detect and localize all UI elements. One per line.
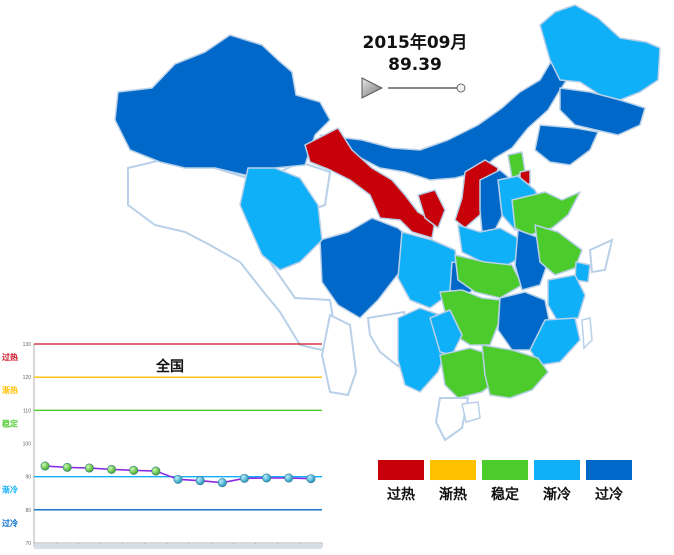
region-xinjiang	[114, 34, 331, 186]
zone-label: 过冷	[2, 518, 18, 528]
region-jilin	[559, 87, 646, 136]
data-point	[129, 465, 139, 475]
data-point	[151, 466, 161, 476]
region-tibet	[239, 167, 323, 271]
data-point	[306, 474, 316, 484]
data-point	[173, 474, 183, 484]
region-hubei	[454, 254, 523, 299]
legend-label-hot: 过热	[387, 487, 415, 503]
region-liaoning	[534, 124, 599, 166]
timeline-player[interactable]	[360, 76, 472, 100]
y-tick-label: 130	[23, 342, 32, 348]
region-ningxia	[417, 189, 446, 229]
data-point	[284, 473, 294, 483]
region-heilongjiang	[539, 4, 661, 101]
legend-swatch-warm	[430, 460, 476, 480]
legend-swatch-cold	[586, 460, 632, 480]
region-zhejiang	[547, 274, 586, 323]
province-regions	[114, 4, 661, 399]
y-tick-label: 110	[23, 408, 31, 414]
data-point	[195, 476, 205, 486]
legend-label-cool: 渐冷	[543, 487, 571, 503]
zone-label: 过热	[2, 352, 18, 362]
data-point	[217, 478, 227, 488]
region-guizhou	[429, 309, 463, 356]
region-fujian	[529, 317, 581, 366]
date-text: 2015年09月	[362, 33, 468, 53]
region-shanghai	[574, 261, 591, 283]
data-point	[239, 473, 249, 483]
legend-label-stable: 稳定	[491, 487, 519, 503]
legend-label-warm: 渐热	[439, 487, 467, 503]
island-outlines	[461, 317, 593, 423]
date-label: 2015年09月 89.39	[360, 32, 470, 76]
timeline-handle[interactable]	[456, 83, 466, 93]
zone-label: 稳定	[2, 418, 18, 428]
y-tick-label: 80	[25, 508, 31, 514]
data-point	[262, 473, 272, 483]
legend-swatch-stable	[482, 460, 528, 480]
data-point	[40, 461, 50, 471]
chart-title: 全国	[156, 359, 184, 375]
legend-swatch-hot	[378, 460, 424, 480]
y-tick-label: 100	[23, 442, 32, 448]
zone-label: 渐热	[2, 385, 18, 395]
legend: 过热 渐热 稳定 渐冷 过冷	[378, 460, 638, 510]
index-value: 89.39	[388, 55, 442, 75]
region-guangdong	[481, 344, 549, 399]
data-point	[107, 464, 117, 474]
y-tick-label: 90	[25, 475, 31, 481]
y-tick-label: 70	[25, 541, 31, 547]
legend-label-cold: 过冷	[595, 487, 623, 503]
data-point	[62, 462, 72, 472]
zone-label: 渐冷	[2, 485, 18, 495]
data-point	[84, 463, 94, 473]
legend-swatch-cool	[534, 460, 580, 480]
y-tick-label: 120	[23, 375, 32, 381]
region-gansu	[304, 127, 436, 239]
play-icon[interactable]	[361, 77, 384, 99]
x-axis-band	[34, 544, 322, 549]
